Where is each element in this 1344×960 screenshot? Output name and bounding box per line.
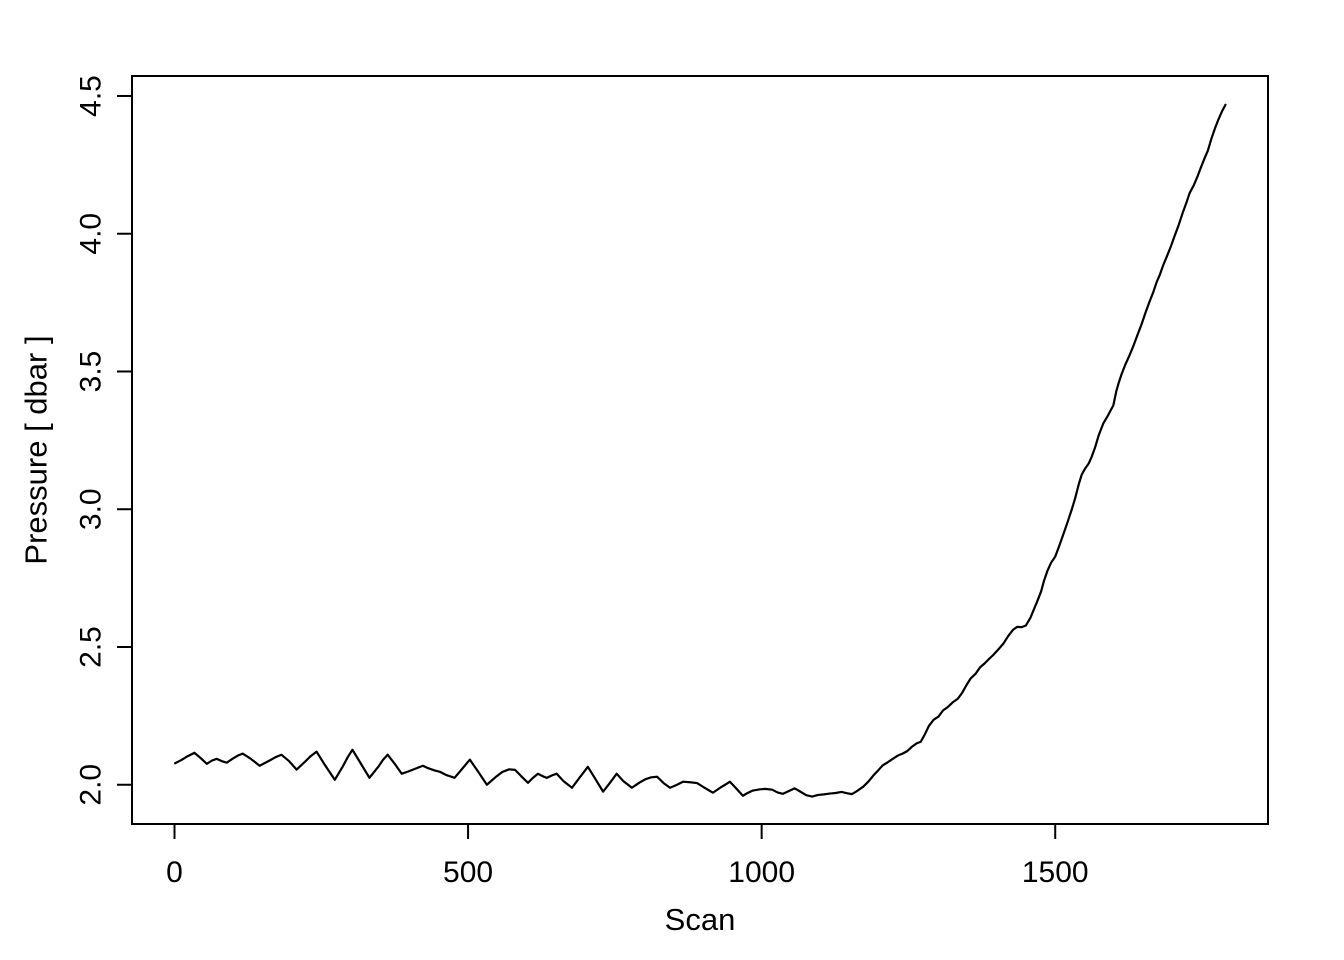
y-tick-label: 2.0 — [75, 764, 108, 806]
x-axis-title: Scan — [665, 902, 736, 937]
y-tick-label: 3.5 — [75, 351, 108, 393]
y-tick-label: 3.0 — [75, 488, 108, 530]
y-tick-label: 4.0 — [75, 213, 108, 255]
x-tick-label: 0 — [166, 856, 183, 889]
y-axis-title: Pressure [ dbar ] — [19, 335, 54, 564]
x-tick-label: 1000 — [728, 856, 795, 889]
y-tick-label: 2.5 — [75, 626, 108, 668]
y-tick-label: 4.5 — [75, 75, 108, 117]
pressure-series-line — [174, 103, 1227, 798]
plot-box — [131, 75, 1269, 825]
x-tick-label: 500 — [443, 856, 493, 889]
x-tick-label: 1500 — [1022, 856, 1089, 889]
